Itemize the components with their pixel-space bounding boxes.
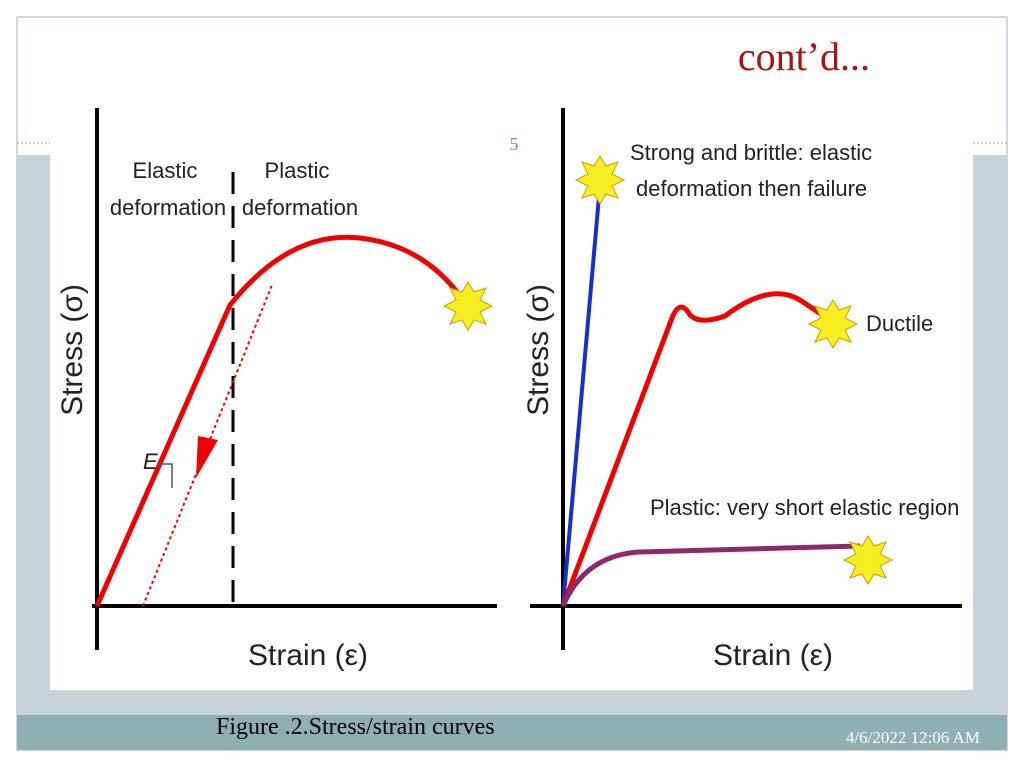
modulus-label: E bbox=[143, 449, 158, 474]
right-diagram: Strong and brittle: elastic deformation … bbox=[522, 108, 962, 672]
unload-line bbox=[142, 284, 273, 607]
fracture-star bbox=[574, 155, 626, 205]
label-line: deformation bbox=[242, 195, 358, 220]
stress-curve bbox=[94, 234, 459, 608]
elastic-label: Elastic deformation bbox=[110, 158, 226, 220]
ductile-curve bbox=[560, 291, 832, 607]
ductile-label: Ductile bbox=[866, 311, 933, 336]
plastic-label: Plastic deformation bbox=[242, 158, 358, 220]
x-axis-label: Strain (ε) bbox=[713, 639, 833, 672]
label-line: deformation then failure bbox=[636, 176, 867, 201]
y-axis-label: Stress (σ) bbox=[56, 284, 89, 416]
x-axis-label: Strain (ε) bbox=[248, 639, 368, 672]
figure-image bbox=[50, 100, 973, 690]
slide-date: 4/6/2022 12:06 AM bbox=[846, 728, 980, 747]
brittle-curve bbox=[561, 184, 602, 607]
left-diagram: E Elastic deformation Plastic deformatio… bbox=[56, 108, 497, 672]
fracture-star bbox=[842, 535, 894, 585]
y-axis-label: Stress (σ) bbox=[522, 284, 555, 416]
arrow-head bbox=[196, 436, 218, 478]
plastic-label: Plastic: very short elastic region bbox=[650, 495, 959, 520]
slide-title: cont’d... bbox=[738, 34, 870, 79]
label-line: Plastic bbox=[265, 158, 330, 183]
fracture-star bbox=[807, 299, 859, 349]
brittle-label: Strong and brittle: elastic deformation … bbox=[630, 140, 878, 201]
label-line: deformation bbox=[110, 195, 226, 220]
figure-caption: Figure .2.Stress/strain curves bbox=[216, 714, 495, 740]
plastic-curve bbox=[560, 543, 861, 607]
label-line: Elastic bbox=[133, 158, 198, 183]
slope-box bbox=[158, 463, 173, 488]
footer-bar bbox=[17, 715, 1007, 750]
label-line: Strong and brittle: elastic bbox=[630, 140, 872, 165]
fracture-star bbox=[442, 281, 494, 331]
page-number: 5 bbox=[510, 134, 519, 154]
